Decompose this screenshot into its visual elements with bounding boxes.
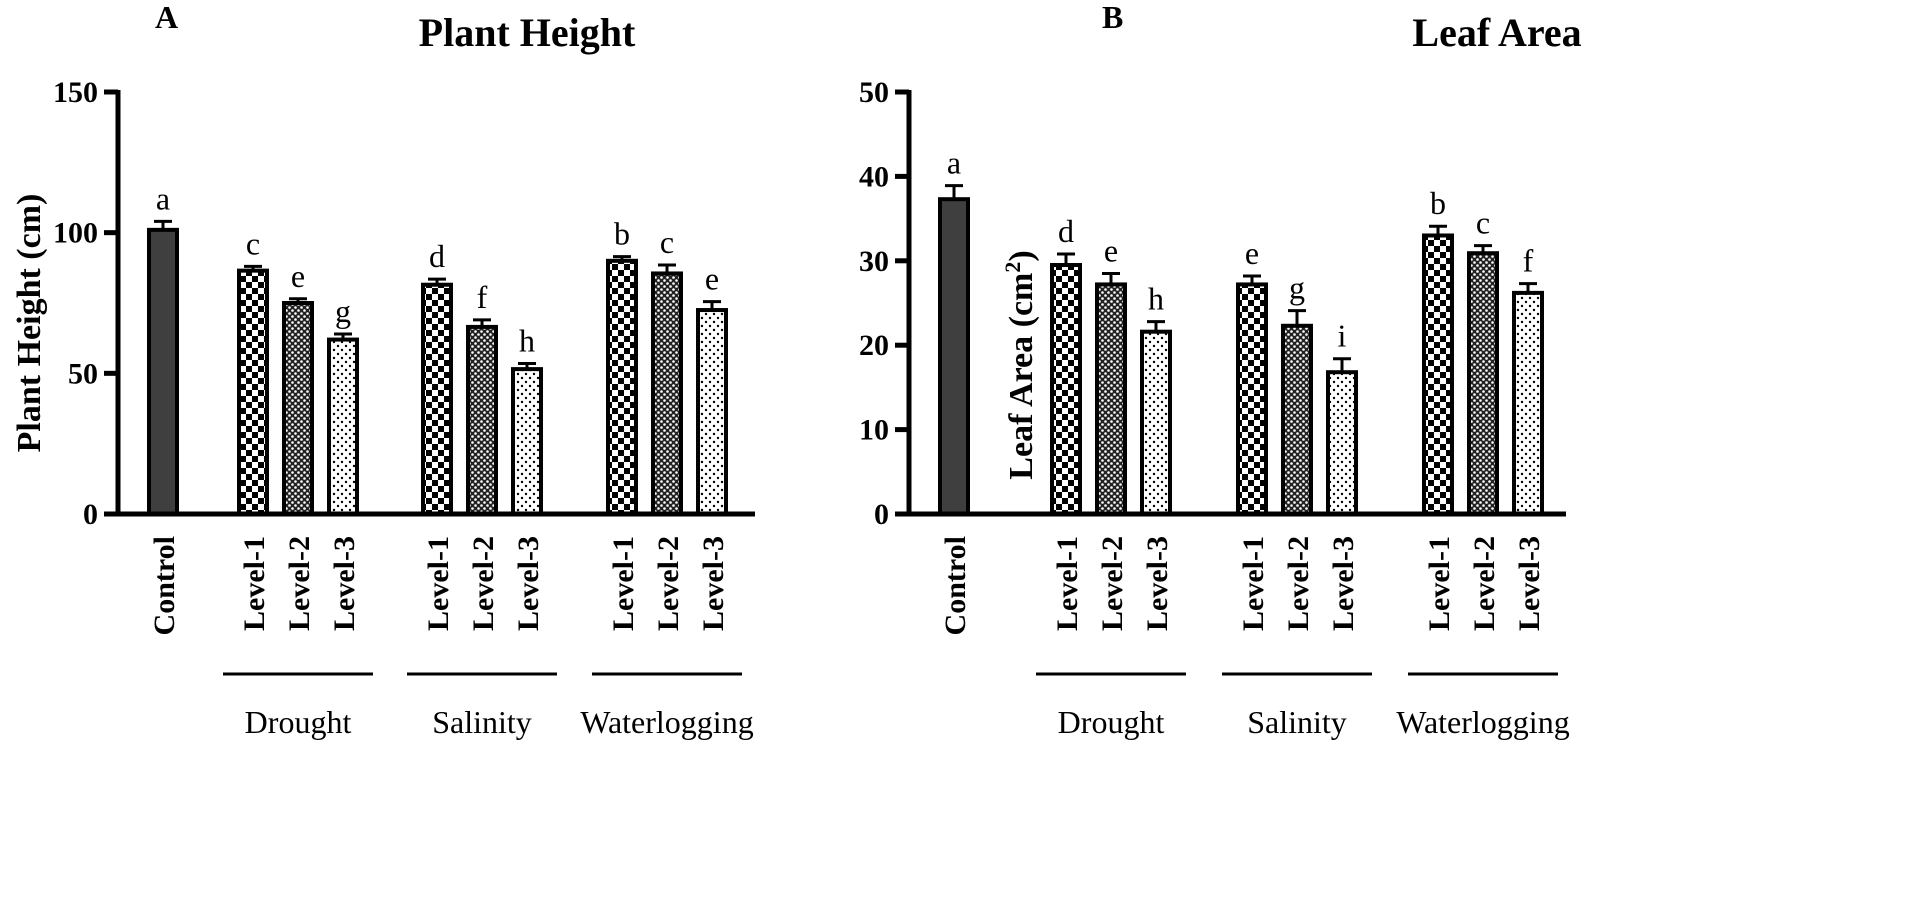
group-labels-b: Drought Salinity Waterlogging: [1036, 672, 1570, 740]
significance-letter: i: [1338, 318, 1347, 354]
y-tick-label: 30: [859, 245, 889, 278]
x-tick-label: Level-3: [1141, 536, 1174, 631]
x-tick-label: Level-2: [1282, 536, 1315, 631]
bar-a-2: [282, 301, 314, 516]
bar-a-1: [237, 268, 269, 516]
bar-a-0: [147, 227, 179, 516]
chart-title-b: Leaf Area: [1412, 10, 1581, 55]
significance-letter: b: [614, 216, 630, 252]
panel-letter-b: B: [1102, 0, 1123, 35]
y-tick-label: 100: [53, 217, 98, 250]
significance-letter: e: [1245, 235, 1259, 271]
y-tick-label: 20: [859, 329, 889, 362]
significance-letter: d: [429, 238, 445, 274]
group-label: Waterlogging: [1396, 704, 1569, 740]
y-axis-label-b-close: ): [1003, 250, 1040, 261]
group-label: Drought: [1058, 704, 1165, 740]
bar-b-2: [1095, 282, 1127, 516]
bar-b-5: [1281, 323, 1313, 516]
bar-a-7: [606, 258, 638, 516]
panel-a: A Plant Height Plant Height (cm) 0 50 100 1…: [11, 0, 755, 740]
bar-b-4: [1236, 282, 1268, 516]
group-label: Waterlogging: [580, 704, 753, 740]
significance-letter: d: [1058, 213, 1074, 249]
x-tick-label: Level-1: [238, 536, 271, 631]
x-tick-label: Level-2: [467, 536, 500, 631]
significance-letter: g: [335, 293, 351, 329]
group-label: Drought: [245, 704, 352, 740]
significance-letter: c: [660, 224, 674, 260]
significance-letter: a: [156, 180, 170, 216]
x-tick-label: Level-2: [1468, 536, 1501, 631]
bar-a-4: [421, 282, 453, 517]
significance-letter: e: [291, 258, 305, 294]
bar-b-7: [1422, 233, 1454, 516]
bar-a-6: [511, 367, 543, 517]
x-tick-label: Level-1: [1423, 536, 1456, 631]
bar-a-5: [466, 324, 498, 516]
bar-b-9: [1512, 290, 1544, 517]
significance-letter: g: [1289, 270, 1305, 306]
significance-letter: c: [1476, 205, 1490, 241]
y-tick-label: 0: [874, 498, 889, 531]
x-tick-label: Control: [939, 536, 972, 635]
bar-a-3: [327, 337, 359, 516]
x-tick-label: Level-3: [1513, 536, 1546, 631]
group-label: Salinity: [432, 704, 532, 740]
x-tick-label: Level-3: [328, 536, 361, 631]
panel-letter-a: A: [155, 0, 178, 35]
significance-letter: a: [947, 145, 961, 181]
y-axis-label-a: Plant Height (cm): [11, 194, 48, 453]
significance-letter: e: [705, 261, 719, 297]
x-tick-label: Level-1: [1051, 536, 1084, 631]
y-axis-label-b-main: Leaf Area (cm: [1003, 273, 1040, 480]
x-tick-label: Level-1: [1237, 536, 1270, 631]
significance-letter: e: [1104, 232, 1118, 268]
y-ticks-b: 0 10 20 30 40 50: [859, 76, 909, 531]
chart-title-a: Plant Height: [419, 10, 636, 55]
y-tick-label: 150: [53, 76, 98, 109]
group-labels-a: Drought Salinity Waterlogging: [223, 672, 754, 740]
y-ticks-a: 0 50 100 150: [53, 76, 118, 531]
x-tick-label: Level-3: [1327, 536, 1360, 631]
significance-letter: f: [477, 279, 488, 315]
significance-letter: b: [1430, 185, 1446, 221]
y-tick-label: 40: [859, 160, 889, 193]
y-tick-label: 50: [68, 357, 98, 390]
x-tick-label: Level-3: [512, 536, 545, 631]
significance-letter: c: [246, 225, 260, 261]
x-tick-labels-b: Control Level-1 Level-2 Level-3 Level-1 Level…: [939, 536, 1546, 635]
bar-a-8: [651, 271, 683, 516]
x-tick-label: Control: [148, 536, 181, 635]
x-tick-label: Level-2: [1096, 536, 1129, 631]
bar-b-6: [1326, 370, 1358, 517]
y-tick-label: 0: [83, 498, 98, 531]
x-tick-label: Level-1: [607, 536, 640, 631]
significance-letter: h: [1148, 281, 1164, 317]
y-axis-label-b: Leaf Area (cm2): [1000, 250, 1041, 479]
bar-b-1: [1050, 263, 1082, 516]
y-tick-label: 50: [859, 76, 889, 109]
panel-b: B Leaf Area Leaf Area (cm2) 01020304050 …: [859, 0, 1582, 740]
y-tick-label: 10: [859, 414, 889, 447]
bar-a-9: [696, 308, 728, 516]
group-label: Salinity: [1247, 704, 1347, 740]
x-tick-label: Level-2: [652, 536, 685, 631]
significance-letter: h: [519, 322, 535, 358]
x-tick-label: Level-3: [697, 536, 730, 631]
y-axis-label-b-superscript: 2: [1000, 262, 1025, 273]
x-tick-labels-a: Control Level-1 Level-2 Level-3 Level-1 Level…: [148, 536, 730, 635]
x-tick-label: Level-2: [283, 536, 316, 631]
significance-letter: f: [1523, 243, 1534, 279]
bar-b-8: [1467, 251, 1499, 516]
bar-b-0: [938, 197, 970, 517]
bar-b-3: [1140, 329, 1172, 517]
x-tick-label: Level-1: [422, 536, 455, 631]
